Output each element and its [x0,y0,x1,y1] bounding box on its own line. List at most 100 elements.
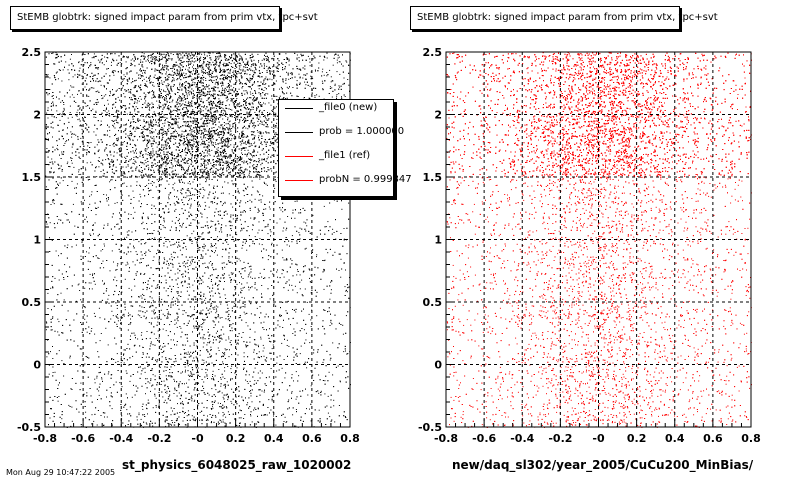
data-point [52,95,54,96]
data-point [236,110,238,111]
data-point [200,133,202,135]
data-point [77,73,78,75]
data-point [170,53,172,55]
data-point [239,66,241,68]
data-point [211,149,213,151]
data-point [215,106,217,107]
data-point [46,112,48,114]
data-point [191,149,193,150]
data-point [96,128,98,130]
data-point [184,140,185,142]
data-point [71,94,73,96]
data-point [166,75,168,77]
data-point [230,168,232,170]
data-point [187,148,189,150]
data-point [117,137,119,139]
data-point [74,74,76,76]
data-point [234,174,235,176]
data-point [150,81,152,83]
data-point [197,67,199,69]
data-point [145,60,147,62]
data-point [158,96,160,98]
data-point [71,146,73,148]
data-point [218,52,219,54]
data-point [172,54,174,55]
data-point [241,158,243,160]
data-point [153,169,155,171]
data-point [142,75,144,77]
data-point [258,135,260,137]
data-point [198,89,200,91]
data-point [239,170,241,172]
data-point [125,61,127,63]
data-point [275,132,277,134]
data-point [261,159,263,161]
data-point [220,95,222,97]
data-point [52,98,54,99]
data-point [268,102,270,104]
data-point [276,122,278,124]
data-point [114,123,115,125]
data-point [85,105,87,107]
data-point [231,98,233,100]
data-point [271,98,273,100]
data-point [195,60,197,62]
data-point [219,161,221,163]
data-point [147,140,149,142]
data-point [173,173,175,175]
data-point [242,139,244,141]
data-point [169,138,171,140]
data-point [138,97,139,99]
data-point [85,77,87,79]
data-point [232,169,233,171]
data-point [160,53,162,55]
data-point [164,65,165,67]
data-point [240,144,242,146]
data-point [151,120,153,122]
data-point [127,164,129,166]
data-point [95,110,97,112]
data-point [310,71,312,73]
data-point [142,134,144,136]
data-point [263,58,265,60]
data-point [250,121,252,123]
data-point [194,170,196,172]
data-point [316,94,318,96]
data-point [175,105,177,107]
data-point [147,57,149,59]
data-point [73,166,75,168]
data-point [318,62,320,64]
data-point [57,124,59,126]
data-point [233,144,235,146]
data-point [195,121,197,123]
data-point [278,64,280,66]
data-point [105,159,107,161]
data-point [178,97,180,99]
data-point [47,94,49,96]
data-point [207,134,209,135]
data-point [71,160,72,162]
data-point [168,127,170,129]
data-point [191,131,193,133]
data-point [212,61,214,63]
data-point [159,128,161,130]
data-point [119,147,121,149]
data-point [173,65,175,67]
data-point [153,131,155,133]
data-point [208,91,210,93]
data-point [252,70,253,72]
data-point [193,121,195,123]
data-point [160,156,162,158]
data-point [204,54,206,56]
data-point [214,130,216,132]
data-point [126,113,128,115]
data-point [96,102,98,103]
data-point [288,59,290,61]
data-point [226,58,228,60]
data-point [161,112,163,114]
data-point [178,74,180,76]
data-point [224,58,226,60]
data-point [78,62,80,64]
data-point [175,165,176,167]
data-point [218,66,220,68]
